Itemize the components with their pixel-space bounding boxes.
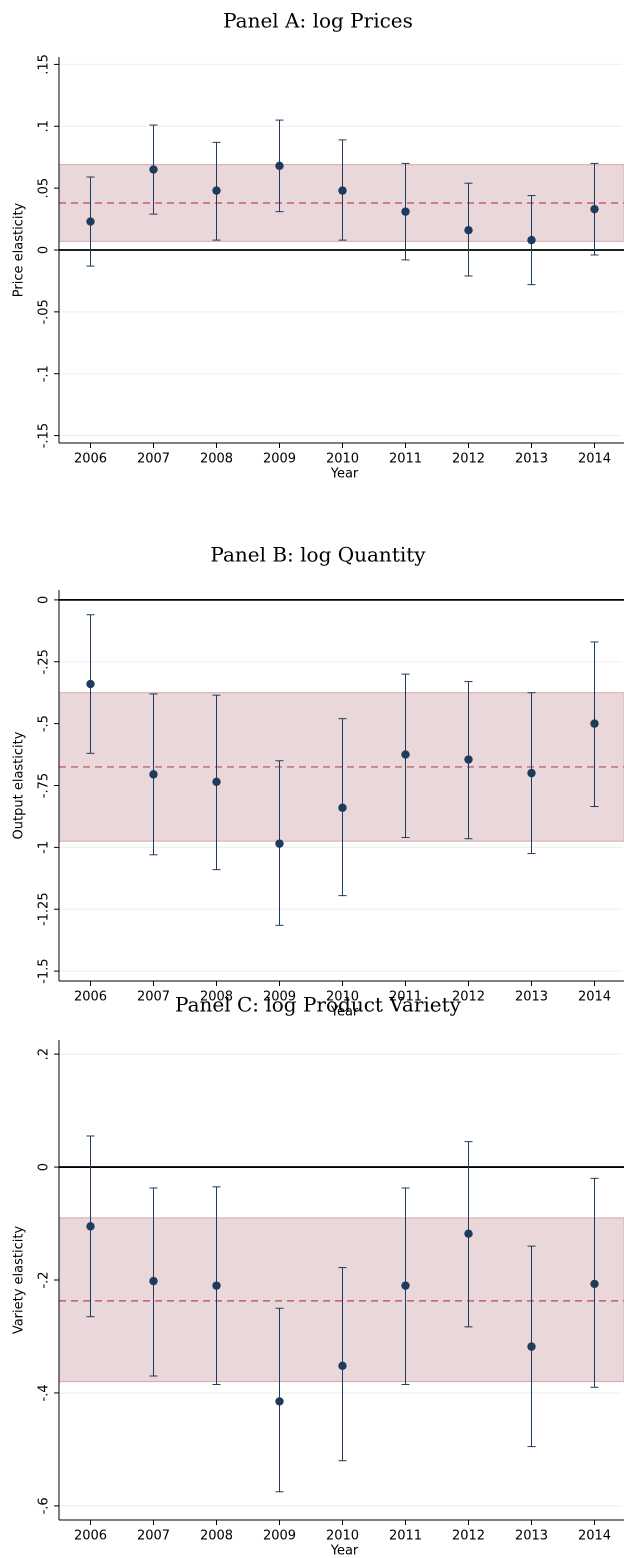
x-tick-label: 2012: [452, 452, 485, 467]
y-tick-label: -.6: [37, 1497, 52, 1514]
y-tick-label: -.25: [37, 649, 52, 674]
x-tick-label: 2014: [578, 452, 611, 467]
y-tick-label: -.15: [37, 423, 52, 448]
estimate-point: [86, 679, 95, 689]
estimate-point: [212, 1281, 221, 1290]
x-tick-label: 2007: [137, 990, 170, 1005]
y-tick-label: -.5: [37, 715, 52, 732]
x-tick-label: 2011: [389, 1529, 422, 1544]
y-axis-label: Price elasticity: [12, 202, 27, 297]
estimate-point: [590, 204, 599, 214]
estimate-point: [464, 1229, 473, 1238]
estimate-point: [149, 770, 158, 779]
y-tick-label: -.1: [37, 365, 52, 382]
estimate-point: [275, 839, 284, 848]
y-tick-label: -1.25: [37, 892, 52, 926]
x-tick-label: 2010: [326, 1529, 359, 1544]
y-axis-label: Output elasticity: [12, 731, 27, 839]
x-tick-label: 2010: [326, 452, 359, 467]
estimate-point: [590, 719, 599, 728]
estimate-point: [149, 1276, 158, 1286]
estimate-point: [527, 1342, 536, 1351]
x-tick-label: 2006: [74, 1529, 107, 1544]
estimate-point: [86, 217, 95, 226]
estimate-point: [464, 755, 473, 764]
y-tick-label: -.75: [37, 773, 52, 798]
x-tick-label: 2009: [263, 452, 296, 467]
estimate-point: [464, 226, 473, 235]
estimate-point: [590, 1279, 599, 1289]
x-axis-label: Year: [330, 1544, 359, 1558]
estimate-point: [401, 207, 410, 216]
x-tick-label: 2006: [74, 452, 107, 467]
x-tick-label: 2011: [389, 452, 422, 467]
estimate-point: [86, 1222, 95, 1231]
x-tick-label: 2008: [200, 990, 233, 1005]
x-tick-label: 2006: [74, 990, 107, 1005]
x-axis-label: Year: [330, 467, 359, 482]
y-tick-label: 0: [37, 1163, 52, 1171]
x-tick-label: 2014: [578, 990, 611, 1005]
x-tick-label: 2010: [326, 990, 359, 1005]
chart-title: Panel C: log Product Variety: [175, 993, 462, 1017]
y-tick-label: 0: [37, 246, 52, 254]
x-tick-label: 2013: [515, 990, 548, 1005]
estimate-point: [338, 1361, 347, 1371]
x-axis-label: Year: [330, 1005, 359, 1020]
estimate-point: [338, 803, 347, 812]
x-tick-label: 2013: [515, 452, 548, 467]
y-tick-label: -.2: [37, 1271, 52, 1288]
y-tick-label: -1.5: [37, 958, 52, 983]
x-tick-label: 2011: [389, 990, 422, 1005]
chart-title: Panel B: log Quantity: [210, 543, 426, 567]
chart-title: Panel A: log Prices: [223, 9, 413, 33]
estimate-point: [275, 1397, 284, 1406]
estimate-point: [338, 186, 347, 195]
estimate-point: [401, 750, 410, 759]
estimate-point: [212, 777, 221, 786]
x-tick-label: 2007: [137, 452, 170, 467]
estimate-point: [275, 161, 284, 171]
y-tick-label: .05: [37, 178, 52, 199]
x-tick-label: 2014: [578, 1529, 611, 1544]
confidence-band: [58, 1217, 624, 1383]
x-tick-label: 2009: [263, 990, 296, 1005]
y-tick-label: -.05: [37, 299, 52, 324]
x-tick-label: 2007: [137, 1529, 170, 1544]
x-tick-label: 2012: [452, 1529, 485, 1544]
estimate-point: [212, 186, 221, 195]
x-tick-label: 2008: [200, 1529, 233, 1544]
y-tick-label: -.4: [37, 1384, 52, 1401]
x-tick-label: 2012: [452, 990, 485, 1005]
estimate-point: [149, 165, 158, 174]
x-tick-label: 2009: [263, 1529, 296, 1544]
y-tick-label: .2: [37, 1048, 52, 1060]
y-tick-label: -1: [37, 841, 52, 854]
y-axis-label: Variety elasticity: [12, 1226, 27, 1335]
y-tick-label: .15: [37, 54, 52, 75]
estimate-point: [527, 768, 536, 778]
y-tick-label: 0: [37, 596, 52, 604]
y-tick-label: .1: [37, 120, 52, 132]
estimate-point: [527, 235, 536, 245]
x-tick-label: 2008: [200, 452, 233, 467]
x-tick-label: 2013: [515, 1529, 548, 1544]
estimate-point: [401, 1281, 410, 1290]
